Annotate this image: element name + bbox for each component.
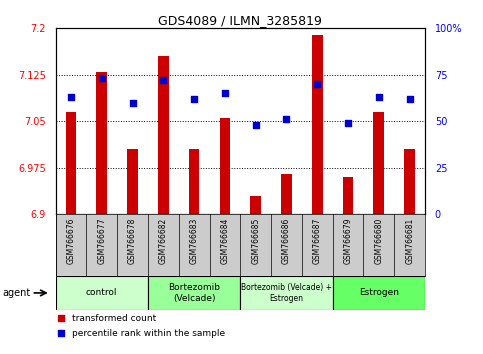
Bar bbox=[404, 149, 415, 214]
Point bbox=[190, 96, 198, 102]
Point bbox=[67, 94, 75, 100]
Point bbox=[98, 76, 106, 81]
Bar bbox=[312, 34, 323, 214]
Bar bbox=[66, 112, 76, 214]
Bar bbox=[148, 276, 241, 310]
Bar bbox=[281, 174, 292, 214]
Text: agent: agent bbox=[2, 288, 30, 298]
Point bbox=[221, 91, 229, 96]
Point bbox=[57, 330, 65, 336]
Bar bbox=[158, 56, 169, 214]
Text: GSM766676: GSM766676 bbox=[67, 217, 75, 264]
Text: GSM766679: GSM766679 bbox=[343, 217, 353, 264]
Bar bbox=[219, 118, 230, 214]
Bar bbox=[127, 149, 138, 214]
Bar bbox=[250, 196, 261, 214]
Text: GSM766678: GSM766678 bbox=[128, 217, 137, 264]
Bar bbox=[373, 112, 384, 214]
Text: GSM766683: GSM766683 bbox=[190, 217, 199, 264]
Bar bbox=[189, 149, 199, 214]
Bar bbox=[240, 276, 333, 310]
Text: Bortezomib
(Velcade): Bortezomib (Velcade) bbox=[168, 283, 220, 303]
Text: GSM766686: GSM766686 bbox=[282, 217, 291, 264]
Text: percentile rank within the sample: percentile rank within the sample bbox=[72, 329, 225, 338]
Point bbox=[252, 122, 259, 128]
Text: GSM766681: GSM766681 bbox=[405, 217, 414, 263]
Text: GSM766685: GSM766685 bbox=[251, 217, 260, 264]
Text: GSM766684: GSM766684 bbox=[220, 217, 229, 264]
Text: control: control bbox=[86, 289, 117, 297]
Bar bbox=[342, 177, 354, 214]
Bar bbox=[333, 276, 425, 310]
Point bbox=[128, 100, 136, 105]
Text: Estrogen: Estrogen bbox=[359, 289, 399, 297]
Text: GSM766682: GSM766682 bbox=[159, 217, 168, 263]
Text: GSM766677: GSM766677 bbox=[97, 217, 106, 264]
Point bbox=[313, 81, 321, 87]
Point bbox=[159, 78, 167, 83]
Point bbox=[406, 96, 413, 102]
Bar bbox=[96, 72, 107, 214]
Point bbox=[344, 120, 352, 126]
Text: Bortezomib (Velcade) +
Estrogen: Bortezomib (Velcade) + Estrogen bbox=[241, 283, 332, 303]
Point bbox=[283, 116, 290, 122]
Text: transformed count: transformed count bbox=[72, 314, 156, 323]
Bar bbox=[56, 276, 148, 310]
Point bbox=[57, 315, 65, 321]
Text: GSM766680: GSM766680 bbox=[374, 217, 384, 264]
Text: GSM766687: GSM766687 bbox=[313, 217, 322, 264]
Title: GDS4089 / ILMN_3285819: GDS4089 / ILMN_3285819 bbox=[158, 14, 322, 27]
Point bbox=[375, 94, 383, 100]
